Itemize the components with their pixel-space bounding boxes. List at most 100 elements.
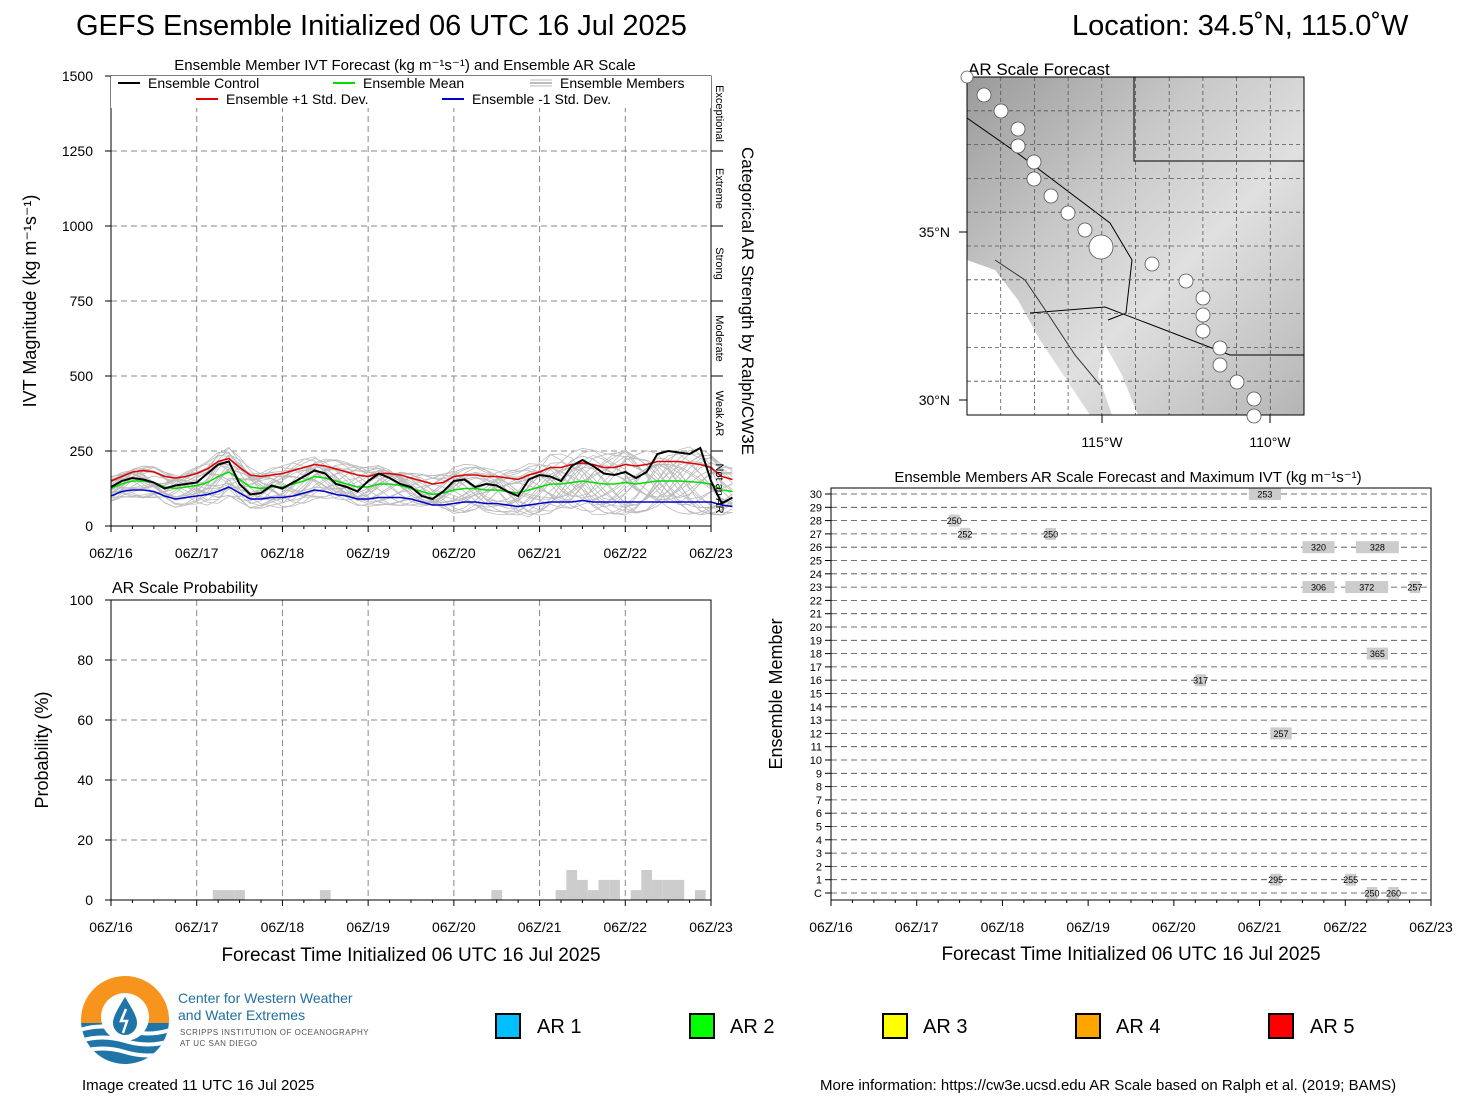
ensemble-member-line bbox=[110, 453, 733, 515]
map-ar-circle bbox=[1246, 391, 1262, 407]
member-event-ivt: 253 bbox=[1257, 490, 1272, 500]
map-ar-circle bbox=[1026, 171, 1042, 187]
member-ytick-label: 6 bbox=[816, 808, 822, 820]
member-ar-event bbox=[1302, 581, 1335, 594]
ivt-legend-label: Ensemble Control bbox=[148, 75, 259, 91]
page-title: GEFS Ensemble Initialized 06 UTC 16 Jul … bbox=[76, 10, 687, 42]
ivt-xtick-label: 06Z/23 bbox=[689, 545, 733, 561]
member-ar-event bbox=[959, 527, 971, 540]
ivt-legend-label: Ensemble -1 Std. Dev. bbox=[472, 91, 611, 107]
member-ar-event bbox=[1366, 887, 1378, 899]
ivt-legend-bg bbox=[111, 76, 711, 108]
member-event-ivt: 328 bbox=[1370, 543, 1385, 553]
prob-bar bbox=[212, 890, 224, 900]
ensemble-members-chart: Ensemble Members AR Scale Forecast and M… bbox=[766, 469, 1453, 965]
member-xtick-label: 06Z/23 bbox=[1409, 919, 1453, 935]
ivt-chart-title: Ensemble Member IVT Forecast (kg m⁻¹s⁻¹)… bbox=[174, 57, 636, 74]
ensemble-member-line bbox=[110, 455, 733, 516]
ar5-swatch bbox=[1268, 1013, 1294, 1039]
map-border bbox=[1133, 77, 1304, 162]
member-x-axis-label: Forecast Time Initialized 06 UTC 16 Jul … bbox=[941, 944, 1320, 965]
prob-ytick-label: 0 bbox=[85, 892, 93, 908]
ar5-label: AR 5 bbox=[1310, 1016, 1355, 1038]
map-ar-circle bbox=[1195, 323, 1211, 339]
map-ar-circle bbox=[1229, 374, 1245, 390]
member-ytick-label: 26 bbox=[810, 542, 822, 554]
member-ytick-label: 18 bbox=[810, 649, 822, 661]
member-event-ivt: 365 bbox=[1370, 649, 1385, 659]
member-ar-event bbox=[1345, 581, 1389, 594]
map-lon-label: 110°W bbox=[1249, 434, 1291, 450]
member-event-ivt: 317 bbox=[1193, 676, 1208, 686]
member-ytick-label: 21 bbox=[810, 609, 822, 621]
ar-category-label: Not an AR bbox=[713, 463, 725, 513]
member-ytick-label: 24 bbox=[810, 569, 822, 581]
prob-xtick-label: 06Z/17 bbox=[175, 919, 219, 935]
member-ytick-label: 28 bbox=[810, 516, 822, 528]
ar2-swatch bbox=[689, 1013, 715, 1039]
map-coastline bbox=[994, 259, 1101, 386]
prob-bar bbox=[555, 890, 567, 900]
map-ar-circle bbox=[1060, 205, 1076, 221]
member-ytick-label: 14 bbox=[810, 702, 822, 714]
member-ytick-label: 13 bbox=[810, 715, 822, 727]
member-event-ivt: 295 bbox=[1268, 875, 1283, 885]
member-ytick-label: 7 bbox=[816, 795, 822, 807]
member-ar-event bbox=[1356, 541, 1399, 554]
ivt-xtick-label: 06Z/20 bbox=[432, 545, 476, 561]
member-ytick-label: C bbox=[814, 888, 822, 900]
ivt-ytick-label: 750 bbox=[70, 293, 94, 309]
ensemble-member-line bbox=[110, 453, 733, 513]
prob-ytick-label: 40 bbox=[77, 772, 93, 788]
prob-bar bbox=[598, 879, 610, 900]
member-ar-event bbox=[1366, 647, 1389, 660]
member-ar-event bbox=[1388, 887, 1399, 899]
map-ar-circle bbox=[1212, 357, 1228, 373]
map-title: AR Scale Forecast bbox=[968, 60, 1110, 79]
member-y-axis-label: Ensemble Member bbox=[766, 618, 786, 769]
ar-category-label: Exceptional bbox=[713, 85, 725, 142]
prob-chart-title: AR Scale Probability bbox=[112, 580, 258, 597]
member-ar-event bbox=[1302, 541, 1335, 554]
series-line-ensemble-mean bbox=[110, 471, 733, 496]
member-chart-title: Ensemble Members AR Scale Forecast and M… bbox=[894, 469, 1361, 486]
map-ar-circle bbox=[1010, 138, 1026, 154]
ivt-xtick-label: 06Z/16 bbox=[89, 545, 133, 561]
ivt-xtick-label: 06Z/22 bbox=[603, 545, 647, 561]
member-ytick-label: 25 bbox=[810, 556, 822, 568]
map-border bbox=[1029, 306, 1304, 356]
map-ar-circle bbox=[976, 87, 992, 103]
member-ytick-label: 8 bbox=[816, 782, 822, 794]
series-line-ensemble-control bbox=[110, 446, 733, 505]
ivt-ytick-label: 500 bbox=[70, 368, 94, 384]
map-ar-circle bbox=[1010, 121, 1026, 137]
ar3-swatch bbox=[882, 1013, 908, 1039]
prob-xtick-label: 06Z/19 bbox=[346, 919, 390, 935]
map-ar-circle bbox=[1195, 290, 1211, 306]
prob-ytick-label: 60 bbox=[77, 712, 93, 728]
prob-bar bbox=[234, 890, 245, 900]
member-xtick-label: 06Z/18 bbox=[981, 919, 1025, 935]
map-ar-circle bbox=[1195, 307, 1211, 323]
ivt-ytick-label: 250 bbox=[70, 443, 94, 459]
prob-bar bbox=[223, 890, 235, 900]
member-ytick-label: 10 bbox=[810, 755, 822, 767]
logo-line3: SCRIPPS INSTITUTION OF OCEANOGRAPHY bbox=[180, 1028, 370, 1037]
member-xtick-label: 06Z/20 bbox=[1152, 919, 1196, 935]
logo-line1: Center for Western Weather bbox=[178, 990, 353, 1006]
prob-bar bbox=[652, 879, 663, 900]
prob-bar bbox=[662, 879, 674, 900]
ar-category-label: Moderate bbox=[713, 315, 725, 361]
member-plot-frame bbox=[830, 487, 1432, 901]
ar-category-label: Weak AR bbox=[713, 391, 725, 437]
member-ytick-label: 27 bbox=[810, 529, 822, 541]
ar-probability-chart: AR Scale Probability 0 20 40 60 80 100 06Z/16 06… bbox=[32, 580, 733, 966]
ar-category-label: Extreme bbox=[713, 168, 725, 209]
member-event-ivt: 320 bbox=[1311, 543, 1326, 553]
member-ar-event bbox=[1345, 873, 1356, 886]
member-ytick-label: 20 bbox=[810, 622, 822, 634]
prob-bar bbox=[587, 890, 599, 900]
prob-ytick-label: 20 bbox=[77, 832, 93, 848]
prob-bar bbox=[491, 890, 503, 900]
prob-xtick-label: 06Z/20 bbox=[432, 919, 476, 935]
